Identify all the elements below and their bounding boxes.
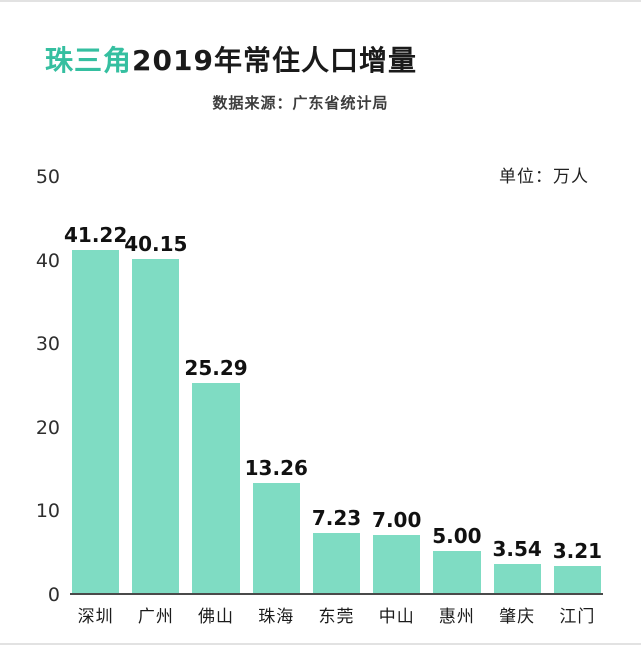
x-axis-label: 肇庆: [499, 607, 536, 627]
chart-title-rest: 2019年常住人口增量: [132, 44, 417, 77]
bar-column: 5.00: [432, 177, 482, 593]
bar-column: 13.26: [245, 177, 308, 593]
y-tick-label: 20: [35, 416, 60, 439]
x-axis-label: 珠海: [258, 607, 295, 627]
bar: [312, 532, 361, 593]
x-axis-labels: 深圳 广州 佛山 珠海 东莞 中山 惠州 肇庆 江门: [70, 602, 603, 627]
y-tick-label: 50: [35, 166, 60, 188]
bar-column: 41.22: [64, 177, 127, 593]
x-axis-label: 东莞: [318, 607, 355, 627]
bar: [252, 482, 300, 593]
x-axis-label: 惠州: [438, 607, 475, 627]
x-axis-label: 广州: [137, 607, 174, 627]
bar-value-label: 40.15: [124, 231, 188, 256]
bar-value-label: 5.00: [432, 524, 482, 549]
x-axis-label: 江门: [559, 607, 596, 627]
bar: [433, 551, 481, 593]
y-axis: 0 10 20 30 40 50: [18, 166, 60, 606]
x-axis-label: 中山: [378, 607, 415, 627]
bar-column: 3.54: [492, 177, 542, 593]
bar-value-label: 7.00: [372, 507, 422, 532]
bar-value-label: 3.21: [552, 539, 603, 564]
bar-column: 7.00: [372, 177, 422, 593]
plot-area: 41.22 40.15 25.29 13.26 7.23 7.00 5.00 3.54 3.21: [64, 177, 603, 595]
bar: [373, 534, 421, 593]
bar-column: 40.15: [124, 177, 187, 593]
x-axis-label: 深圳: [77, 607, 114, 627]
data-source-label: 数据来源：广东省统计局: [212, 93, 389, 112]
bar: [192, 382, 240, 593]
chart-title: 珠三角2019年常住人口增量: [45, 44, 596, 78]
bar-value-label: 13.26: [244, 455, 308, 480]
bar: [72, 250, 120, 593]
bar: [493, 563, 541, 593]
bar-value-label: 3.54: [492, 536, 542, 561]
y-tick-label: 30: [35, 333, 60, 356]
bar-column: 7.23: [311, 177, 362, 593]
bar-value-label: 41.22: [63, 223, 128, 248]
chart-header: 珠三角2019年常住人口增量 数据来源：广东省统计局: [0, 2, 641, 113]
bar: [553, 566, 601, 593]
chart-title-highlight: 珠三角: [45, 44, 133, 77]
bar-chart: 0 10 20 30 40 50 41.22 40.15 25.29 13.26 7.23 7.00…: [18, 166, 603, 606]
y-tick-label: 10: [35, 500, 60, 523]
bar: [132, 258, 180, 593]
bar-value-label: 25.29: [184, 355, 248, 380]
bar-value-label: 7.23: [311, 505, 362, 530]
bar-column: 25.29: [184, 177, 248, 593]
bar-column: 3.21: [552, 177, 603, 593]
x-axis-label: 佛山: [198, 607, 235, 627]
y-tick-label: 40: [35, 249, 60, 272]
unit-label: 单位：万人: [499, 167, 589, 187]
y-tick-label: 0: [47, 584, 60, 606]
